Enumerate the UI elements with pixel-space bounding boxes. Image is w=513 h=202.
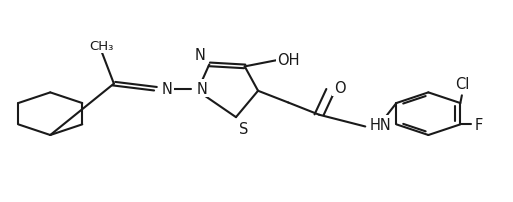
Text: N: N bbox=[194, 48, 205, 63]
Text: F: F bbox=[475, 117, 483, 132]
Text: O: O bbox=[334, 80, 346, 95]
Text: N: N bbox=[197, 81, 208, 96]
Text: S: S bbox=[239, 121, 248, 136]
Text: Cl: Cl bbox=[455, 77, 469, 92]
Text: CH₃: CH₃ bbox=[89, 39, 113, 52]
Text: OH: OH bbox=[278, 53, 300, 68]
Text: HN: HN bbox=[369, 117, 391, 132]
Text: N: N bbox=[162, 81, 172, 96]
